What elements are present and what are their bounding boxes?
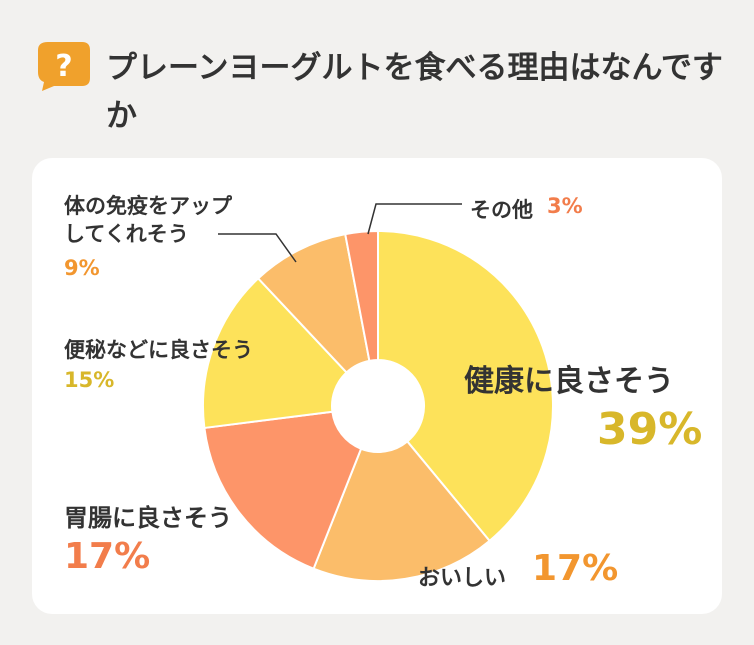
leader-line-immunity [218, 233, 297, 263]
slice-label-health: 健康に良さそう [464, 364, 674, 399]
pie-slice-health [377, 229, 554, 543]
pie-slice-stomach [203, 410, 363, 571]
slice-percent-health: 39% [597, 404, 703, 455]
slice-label-stomach: 胃腸に良さそう [64, 504, 232, 532]
slice-label-immunity: 体の免疫をアップ してくれそう [64, 194, 232, 246]
leader-line-other [367, 203, 462, 235]
svg-text:?: ? [55, 49, 72, 84]
slice-percent-constipation: 15% [64, 368, 115, 392]
chart-card: 健康に良さそう 39% おいしい 17% 胃腸に良さそう 17% 便秘などに良さ… [32, 158, 722, 614]
slice-label-constipation: 便秘などに良さそう [64, 338, 253, 362]
pie-slice-tasty [312, 440, 491, 582]
slice-percent-other: 3% [547, 194, 583, 218]
slice-percent-tasty: 17% [532, 548, 619, 589]
pie-slice-constipation [202, 277, 348, 430]
question-mark-icon: ? [38, 42, 90, 91]
donut-chart [202, 203, 554, 582]
slice-label-other: その他 [470, 198, 533, 222]
page-title: プレーンヨーグルトを食べる理由はなんですか [106, 50, 723, 134]
slice-percent-stomach: 17% [64, 536, 151, 577]
pie-slice-other [344, 229, 379, 362]
slice-percent-immunity: 9% [64, 256, 100, 280]
slice-label-tasty: おいしい [418, 566, 507, 591]
